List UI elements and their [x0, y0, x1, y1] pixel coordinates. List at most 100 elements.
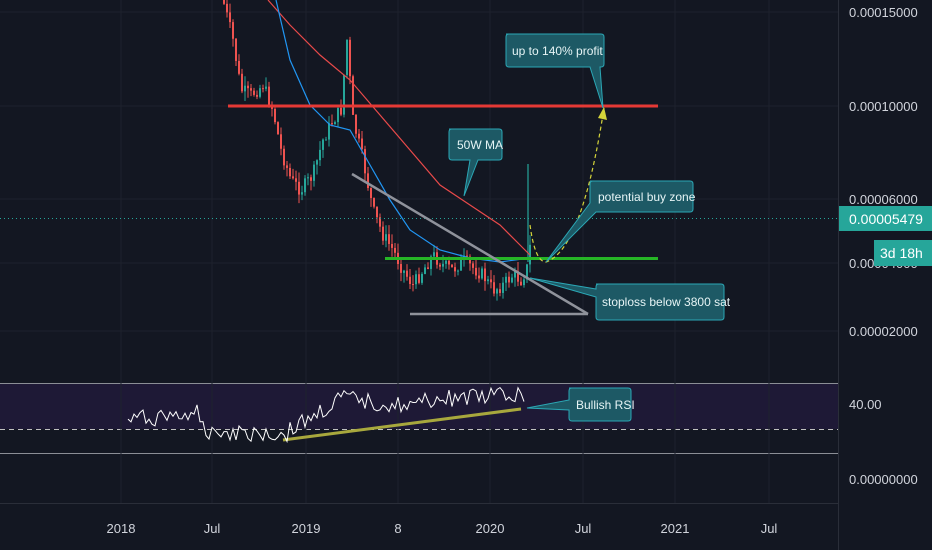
candle-body — [484, 268, 486, 282]
candle-body — [256, 94, 258, 97]
current-price-text: 0.00005479 — [849, 211, 923, 227]
candle-body — [286, 165, 288, 168]
candle-body — [253, 90, 255, 95]
candle-body — [487, 279, 489, 282]
candle-body — [433, 252, 435, 257]
candle-body — [319, 149, 321, 161]
callout-rsi-text: Bullish RSI — [576, 398, 635, 412]
candle-body — [355, 114, 357, 134]
candle-body — [409, 276, 411, 285]
price-tick-label: 0.00002000 — [849, 324, 918, 339]
time-tick-label: 8 — [394, 521, 401, 536]
callout-profit[interactable]: up to 140% profit — [505, 33, 605, 109]
candle-body — [289, 167, 291, 177]
candle-body — [493, 282, 495, 294]
candle-body — [391, 243, 393, 248]
candle-body — [424, 267, 426, 274]
candle-body — [358, 133, 360, 139]
candle-body — [526, 264, 528, 280]
candle-body — [505, 276, 507, 283]
candle-body — [454, 267, 456, 272]
candle-body — [244, 85, 246, 92]
candle-body — [514, 271, 516, 278]
candle-body — [496, 289, 498, 294]
candle-body — [382, 226, 384, 241]
callout-profit-text: up to 140% profit — [512, 44, 603, 58]
candle-body — [439, 264, 441, 267]
candle-body — [460, 258, 462, 271]
callout-ma-text: 50W MA — [457, 138, 503, 152]
candle-body — [313, 164, 315, 181]
candle-body — [262, 88, 264, 90]
candle-body — [418, 274, 420, 283]
price-pane[interactable] — [0, 0, 838, 383]
candle-body — [334, 122, 336, 125]
time-tick-label: 2019 — [292, 521, 321, 536]
candle-body — [259, 88, 261, 97]
candle-body — [457, 270, 459, 272]
callout-ma[interactable]: 50W MA — [448, 128, 503, 197]
time-tick-label: Jul — [204, 521, 221, 536]
rsi-trendline[interactable] — [282, 407, 522, 442]
candle-body — [328, 123, 330, 140]
callout-buy-zone-text: potential buy zone — [598, 190, 696, 204]
candle-body — [337, 107, 339, 123]
candle-body — [367, 173, 369, 189]
candle-body — [235, 38, 237, 61]
candle-body — [490, 279, 492, 283]
candle-body — [475, 267, 477, 276]
candle-body — [376, 206, 378, 218]
candle-body — [442, 263, 444, 267]
rsi-line — [127, 386, 525, 444]
price-axis[interactable]: 0.00015000 0.00010000 0.00006000 0.00004… — [849, 5, 918, 487]
candle-body — [292, 176, 294, 179]
triangle-upper-line[interactable] — [351, 172, 589, 316]
candle-body — [361, 138, 363, 150]
projection-path — [529, 107, 605, 263]
candle-body — [268, 86, 270, 106]
candle-body — [352, 76, 354, 115]
candle-body — [445, 260, 447, 264]
candle-body — [265, 86, 267, 89]
projection-arrowhead — [598, 107, 607, 120]
candle-body — [478, 275, 480, 279]
candle-body — [517, 271, 519, 282]
candle-body — [247, 85, 249, 89]
candle-body — [346, 39, 348, 75]
time-axis[interactable]: 2018 Jul 2019 8 2020 Jul 2021 Jul — [107, 521, 778, 536]
candle-body — [331, 123, 333, 125]
candle-body — [298, 181, 300, 195]
candle-body — [238, 60, 240, 74]
candle-body — [283, 148, 285, 166]
callout-rsi[interactable]: Bullish RSI — [526, 387, 635, 422]
candle-body — [388, 234, 390, 244]
candle-body — [421, 273, 423, 283]
candle-body — [403, 270, 405, 273]
callout-stoploss[interactable]: stoploss below 3800 sat — [529, 277, 731, 321]
rsi-tick-label: 40.00 — [849, 397, 882, 412]
candle-body — [412, 284, 414, 286]
candle-body — [250, 88, 252, 91]
candle-body — [520, 281, 522, 286]
candle-body — [229, 12, 231, 23]
candle-body — [280, 134, 282, 149]
candle-body — [469, 256, 471, 264]
candle-body — [451, 264, 453, 268]
candle-body — [499, 289, 501, 293]
candle-body — [370, 188, 372, 199]
candle-body — [448, 260, 450, 265]
candle-body — [325, 139, 327, 141]
candle-body — [502, 282, 504, 293]
candle-body — [373, 198, 375, 207]
time-tick-label: 2020 — [476, 521, 505, 536]
candle-body — [511, 277, 513, 283]
time-tick-label: 2021 — [661, 521, 690, 536]
candle-body — [241, 73, 243, 92]
candle-body — [508, 276, 510, 283]
callout-buy-zone[interactable]: potential buy zone — [545, 180, 696, 263]
candle-body — [295, 178, 297, 182]
candle-body — [232, 22, 234, 39]
candle-body — [523, 279, 525, 286]
countdown-text: 3d 18h — [880, 245, 923, 261]
